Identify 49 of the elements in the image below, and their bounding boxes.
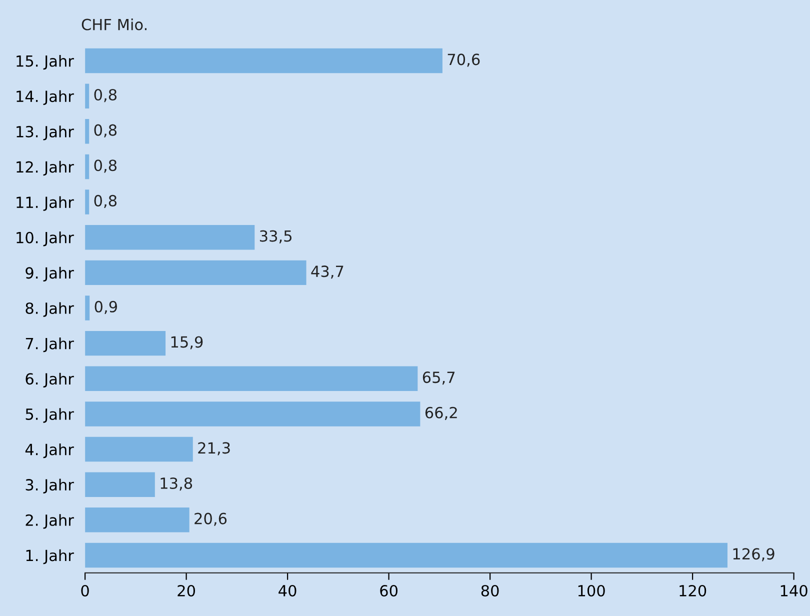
bar [85, 402, 420, 426]
bar [85, 260, 306, 286]
x-tick-label: 80 [481, 584, 499, 597]
bar [85, 508, 190, 532]
x-tick-label: 140 [780, 584, 808, 597]
y-tick-label: 1. Jahr [26, 549, 74, 564]
y-tick-label: 9. Jahr [26, 266, 74, 282]
data-label: 0,8 [94, 88, 117, 102]
data-label: 43,7 [311, 266, 344, 279]
text: CHF Mio. [82, 18, 147, 30]
data-label: 20,6 [194, 512, 227, 526]
y-tick-label: 5. Jahr [26, 408, 74, 423]
y-tick-label: 4. Jahr [25, 443, 74, 458]
y-tick-label: 3. Jahr [26, 478, 74, 494]
y-tick-label: 6. Jahr [26, 372, 74, 388]
y-tick-label: 12. Jahr [16, 160, 74, 176]
data-label: 0,8 [94, 160, 117, 173]
data-label: 126,9 [733, 548, 774, 562]
x-tick-label: 60 [380, 584, 398, 597]
y-tick-label: 13. Jahr [16, 126, 74, 140]
bar [85, 472, 155, 497]
x-tick-label: 100 [578, 584, 605, 597]
y-tick-label: 8. Jahr [26, 302, 74, 317]
y-tick-label: 11. Jahr [16, 196, 74, 211]
x-tick-label: 120 [680, 584, 706, 597]
data-label: 21,3 [198, 442, 230, 456]
data-label: 0,8 [94, 124, 117, 138]
y-tick-label: 14. Jahr [16, 90, 74, 105]
data-label: 33,5 [260, 230, 292, 244]
y-tick-label: 2. Jahr [26, 514, 74, 529]
data-label: 0,9 [94, 300, 117, 314]
x-tick-label: 20 [178, 584, 196, 597]
y-tick-label: 7. Jahr [26, 338, 74, 352]
data-label: 65,7 [422, 372, 455, 385]
x-tick-label: 0 [81, 584, 89, 597]
data-label: 70,6 [448, 54, 480, 67]
data-label: 13,8 [160, 477, 192, 491]
bar [85, 366, 418, 391]
bar [85, 436, 193, 462]
bar [85, 225, 255, 250]
x-tick-label: 40 [278, 584, 296, 597]
bar [85, 48, 442, 74]
data-label: 15,9 [171, 336, 203, 350]
bar [85, 330, 166, 356]
y-tick-label: 10. Jahr [16, 232, 74, 246]
bar [85, 542, 728, 568]
data-label: 0,8 [94, 194, 117, 208]
y-tick-label: 15. Jahr [16, 54, 74, 70]
data-label: 66,2 [425, 406, 457, 420]
